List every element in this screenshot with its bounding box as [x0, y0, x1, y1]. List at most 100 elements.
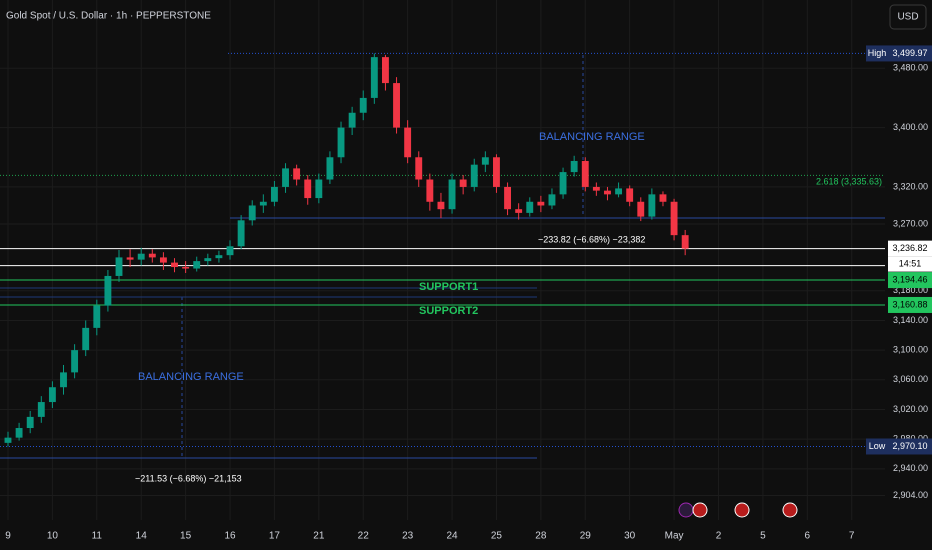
- candle-body: [193, 261, 201, 269]
- candle-body: [315, 179, 323, 199]
- candle-body: [537, 201, 545, 206]
- x-tick-label: 21: [313, 531, 325, 542]
- candle-body: [270, 186, 278, 202]
- candle-body: [60, 372, 67, 388]
- candle-body: [504, 186, 511, 210]
- y-tick-label: 3,140.00: [893, 315, 928, 325]
- price-badge-label: 2,970.10: [892, 441, 927, 451]
- candle-body: [182, 267, 190, 269]
- x-tick-label: 17: [269, 531, 281, 542]
- price-badge-name-label: High: [868, 48, 887, 58]
- candle-body: [104, 275, 112, 306]
- y-tick-label: 3,270.00: [893, 218, 928, 228]
- event-icon[interactable]: [734, 502, 750, 518]
- annotation: SUPPORT2: [419, 305, 478, 317]
- currency-button[interactable]: [889, 4, 927, 30]
- candle-body: [171, 262, 178, 268]
- x-tick-label: 30: [624, 531, 636, 542]
- candle-body: [681, 235, 689, 249]
- candle-body: [415, 157, 423, 180]
- y-tick-label: 3,100.00: [893, 345, 928, 355]
- candle-body: [448, 179, 456, 210]
- fib-label: 2.618 (3,335.63): [816, 177, 882, 187]
- price-lines: 2.618 (3,335.63): [0, 52, 885, 447]
- price-badge-name: [866, 438, 888, 455]
- candle-body: [137, 253, 145, 260]
- x-tick-label: 22: [358, 531, 370, 542]
- candle-body: [37, 402, 45, 417]
- annotation: BALANCING RANGE: [138, 371, 244, 383]
- candle-body: [548, 194, 556, 206]
- candle-body: [71, 350, 79, 373]
- annotation: BALANCING RANGE: [539, 131, 645, 143]
- candle-body: [626, 188, 634, 202]
- candle-body: [359, 97, 367, 113]
- y-tick-label: 3,020.00: [893, 404, 928, 414]
- x-tick-label: 24: [446, 531, 458, 542]
- candle-body: [282, 168, 289, 187]
- candle-body: [659, 194, 667, 202]
- candle-body: [159, 257, 167, 263]
- candle-body: [93, 305, 101, 328]
- y-tick-label: 3,400.00: [893, 122, 928, 132]
- candle-body: [470, 164, 478, 187]
- candle-body: [437, 201, 445, 210]
- price-badge-label: 3,236.82: [892, 243, 927, 253]
- candle-body: [404, 127, 412, 158]
- y-tick-label: 3,480.00: [893, 63, 928, 73]
- event-icon[interactable]: [678, 502, 694, 518]
- x-tick-label: 7: [849, 531, 855, 542]
- y-tick-label: 3,060.00: [893, 374, 928, 384]
- candle-body: [48, 387, 56, 403]
- annotation: −211.53 (−6.68%) −21,153: [135, 473, 242, 483]
- candle-body: [426, 179, 434, 202]
- price-badge-name: [866, 45, 888, 62]
- candle-body: [515, 209, 523, 213]
- x-tick-label: 23: [402, 531, 414, 542]
- event-icon[interactable]: [692, 502, 708, 518]
- candle-body: [204, 258, 212, 262]
- candle-body: [493, 157, 500, 187]
- x-tick-label: 10: [47, 531, 59, 542]
- candle-body: [670, 201, 678, 236]
- candle-body: [559, 172, 567, 195]
- x-tick-label: 11: [92, 531, 103, 542]
- candle-body: [637, 201, 645, 217]
- y-tick-label: 3,320.00: [893, 181, 928, 191]
- annotation: −233.82 (−6.68%) −23,382: [538, 234, 645, 244]
- candle-body: [237, 220, 245, 247]
- candle-body: [4, 437, 12, 443]
- candle-body: [581, 160, 589, 187]
- candle-body: [248, 205, 256, 221]
- x-tick-label: 9: [5, 531, 11, 542]
- x-tick-label: May: [665, 531, 684, 542]
- price-badge: [888, 240, 932, 257]
- price-badge-label: 3,499.97: [892, 48, 927, 58]
- y-tick-label: 2,940.00: [893, 463, 928, 473]
- candle-body: [82, 327, 90, 351]
- x-tick-label: 29: [580, 531, 592, 542]
- candle-body: [226, 246, 234, 256]
- candle-body: [304, 179, 312, 199]
- price-badge: [888, 45, 932, 62]
- x-tick-label: 25: [491, 531, 503, 542]
- candle-body: [481, 157, 489, 165]
- candle-body: [615, 188, 623, 195]
- candle-body: [604, 190, 611, 195]
- currency-button-label[interactable]: USD: [897, 12, 918, 23]
- candle-body: [15, 428, 23, 438]
- event-icon[interactable]: [782, 502, 798, 518]
- candle-body: [370, 57, 378, 98]
- grid: [0, 0, 885, 520]
- candle-body: [459, 179, 467, 187]
- candle-body: [381, 57, 389, 84]
- candle-body: [148, 253, 156, 258]
- candle-body: [570, 160, 578, 173]
- candle-body: [526, 201, 534, 213]
- price-badge-label: 3,160.88: [892, 299, 927, 309]
- x-tick-label: 2: [716, 531, 722, 542]
- candle-body: [215, 255, 223, 259]
- countdown-label: 14:51: [899, 259, 922, 269]
